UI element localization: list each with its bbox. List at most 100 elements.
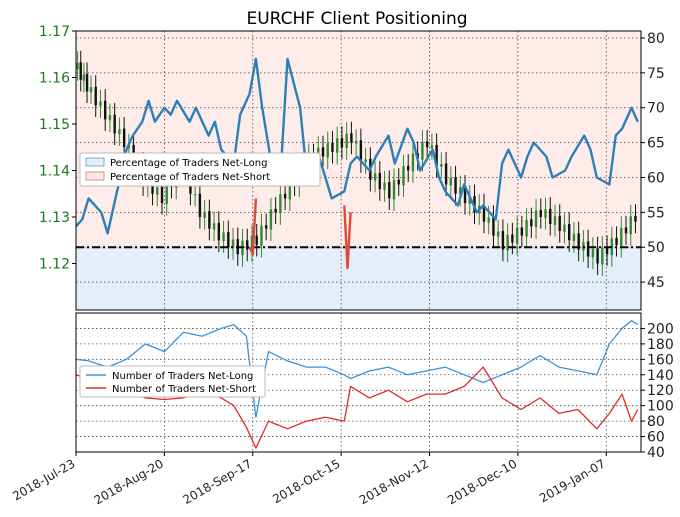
- candle-body: [231, 239, 235, 249]
- candle-body: [525, 219, 528, 237]
- candle-body: [530, 219, 533, 227]
- candle-body: [160, 186, 164, 204]
- count-tick-label: 200: [647, 321, 674, 337]
- candle-body: [615, 237, 618, 245]
- count-tick-label: 180: [647, 337, 674, 353]
- candle-body: [411, 153, 415, 172]
- candle-body: [468, 196, 471, 204]
- count-tick-label: 160: [647, 352, 674, 368]
- candle-body: [435, 144, 438, 166]
- date-tick-label: 2018-Aug-20: [92, 456, 166, 507]
- top-legend-box: [79, 152, 321, 187]
- net-short-count-legend-label: Number of Traders Net-Short: [112, 384, 256, 395]
- candle-body: [378, 172, 382, 190]
- candle-body: [208, 211, 211, 229]
- candle-body: [425, 141, 429, 148]
- candle-body: [388, 182, 391, 199]
- count-tick-label: 80: [647, 414, 665, 430]
- candle-body: [577, 233, 580, 250]
- candle-body: [496, 231, 500, 237]
- net-short-count-line: [75, 366, 639, 449]
- candle-body: [345, 133, 348, 149]
- net-short-background: [76, 31, 641, 248]
- candle-body: [629, 216, 632, 235]
- candle-body: [601, 247, 604, 265]
- candle-body: [549, 208, 552, 224]
- price-tick-label: 1.17: [39, 24, 70, 40]
- candle-body: [354, 140, 358, 144]
- candle-body: [591, 248, 595, 258]
- candle-body: [515, 227, 519, 244]
- candle-body: [492, 217, 495, 236]
- candle-body: [264, 225, 268, 229]
- trader-count-lines: [75, 320, 639, 449]
- net-long-background: [76, 247, 641, 310]
- candle-body: [563, 224, 566, 232]
- price-tick-label: 1.12: [39, 257, 70, 273]
- chart-title: EURCHF Client Positioning: [246, 9, 467, 29]
- candle-body: [156, 187, 159, 195]
- candle-body: [397, 179, 400, 185]
- price-tick-label: 1.13: [39, 210, 70, 226]
- price-tick-label: 1.14: [39, 164, 70, 180]
- candle-body: [321, 147, 325, 157]
- candle-body: [89, 87, 93, 93]
- candle-body: [582, 241, 585, 251]
- net-short-legend-swatch: [85, 171, 105, 181]
- candle-body: [203, 211, 206, 218]
- count-tick-label: 120: [647, 383, 674, 399]
- count-tick-label: 60: [647, 430, 665, 446]
- date-tick-label: 2019-Jan-07: [537, 456, 608, 505]
- candle-body: [454, 177, 457, 194]
- bottom-legend: Number of Traders Net-Long Number of Trad…: [79, 365, 266, 398]
- price-axis: 1.12 1.13 1.14 1.15 1.16 1.17: [39, 24, 76, 273]
- candle-body: [482, 205, 486, 222]
- candle-body: [392, 180, 396, 200]
- candle-body: [82, 74, 86, 81]
- net-short-percentage-line: [248, 198, 258, 256]
- candle-body: [553, 216, 557, 225]
- price-tick-label: 1.16: [39, 71, 70, 87]
- candle-body: [246, 240, 249, 250]
- candle-body: [76, 62, 79, 70]
- candle-body: [596, 248, 599, 264]
- count-tick-label: 40: [647, 445, 665, 461]
- candle-body: [255, 235, 258, 245]
- candle-body: [103, 100, 107, 120]
- candle-body: [407, 165, 410, 171]
- date-tick-label: 2018-Jul-23: [10, 456, 77, 503]
- candle-body: [558, 215, 561, 231]
- candle-body: [449, 177, 453, 186]
- candle-body: [444, 163, 448, 185]
- top-legend: Percentage of Traders Net-Long Percentage…: [79, 152, 321, 187]
- candle-body: [430, 145, 434, 149]
- price-sentiment-panel: 1.12 1.13 1.14 1.15 1.16 1.17 45 50 55 60 65 70 75 8…: [39, 24, 665, 311]
- candle-body: [544, 209, 547, 218]
- candle-body: [539, 210, 542, 217]
- candle-body: [108, 115, 112, 121]
- candle-body: [118, 129, 121, 135]
- candle-body: [222, 232, 225, 242]
- net-long-count-line: [75, 320, 639, 418]
- candle-body: [501, 230, 505, 250]
- candle-body: [534, 210, 538, 228]
- candle-body: [567, 223, 571, 241]
- candle-body: [283, 193, 287, 199]
- candle-body: [260, 225, 263, 246]
- net-short-legend-label: Percentage of Traders Net-Short: [110, 172, 270, 183]
- candle-body: [605, 247, 609, 255]
- candle-body: [572, 233, 576, 242]
- candle-body: [193, 194, 197, 196]
- candle-body: [511, 234, 514, 243]
- candle-body: [487, 217, 490, 223]
- percentage-tick-label: 65: [647, 136, 665, 152]
- candle-body: [364, 159, 367, 163]
- candle-body: [459, 187, 462, 195]
- candle-body: [99, 101, 102, 107]
- count-tick-label: 100: [647, 399, 674, 415]
- candle-body: [79, 62, 82, 80]
- candle-body: [331, 142, 334, 152]
- candle-body: [402, 166, 405, 186]
